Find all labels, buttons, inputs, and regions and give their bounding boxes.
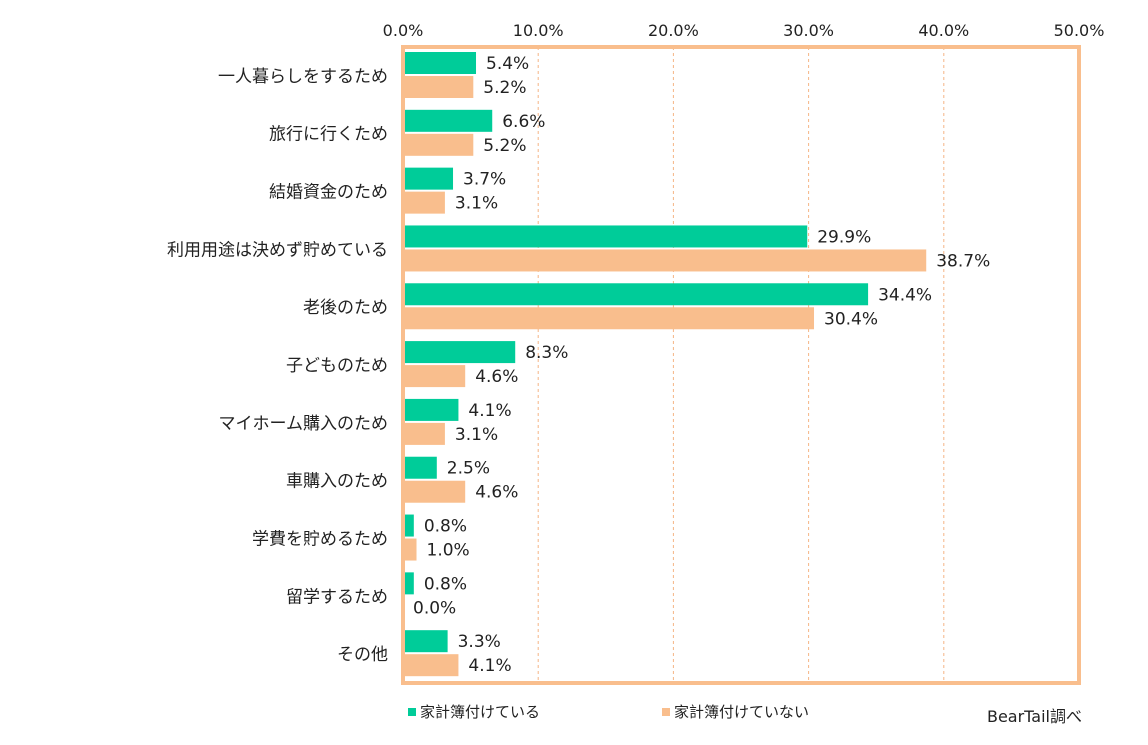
data-label: 38.7% bbox=[936, 251, 990, 271]
data-label: 5.2% bbox=[483, 136, 526, 156]
bar-with-budget bbox=[403, 398, 459, 421]
category-label: 老後のため bbox=[303, 298, 388, 318]
data-label: 30.4% bbox=[824, 309, 878, 329]
x-tick-label: 30.0% bbox=[783, 21, 834, 40]
x-tick-label: 50.0% bbox=[1054, 21, 1105, 40]
legend-label: 家計簿付けている bbox=[420, 703, 540, 721]
bar-with-budget bbox=[403, 341, 516, 364]
bar-with-budget bbox=[403, 109, 493, 132]
bar-with-budget bbox=[403, 514, 414, 537]
category-label: 結婚資金のため bbox=[269, 183, 388, 203]
bar-with-budget bbox=[403, 572, 414, 595]
source-credit: BearTail調べ bbox=[986, 707, 1082, 726]
data-label: 4.6% bbox=[475, 367, 518, 387]
bar-with-budget bbox=[403, 630, 448, 653]
data-label: 0.8% bbox=[424, 517, 467, 537]
x-tick-label: 10.0% bbox=[513, 21, 564, 40]
bar-without-budget bbox=[403, 133, 474, 156]
bar-with-budget bbox=[403, 52, 477, 74]
data-label: 3.7% bbox=[463, 170, 506, 190]
category-label: 子どものため bbox=[286, 356, 388, 376]
category-label: 一人暮らしをするため bbox=[218, 67, 388, 87]
bar-without-budget bbox=[403, 654, 459, 677]
bar-with-budget bbox=[403, 225, 808, 248]
data-label: 0.8% bbox=[424, 574, 467, 594]
category-label: 車購入のため bbox=[286, 472, 388, 492]
data-label: 8.3% bbox=[525, 343, 568, 363]
category-label: マイホーム購入のため bbox=[219, 414, 389, 434]
plot-frame bbox=[401, 45, 1081, 685]
data-label: 5.2% bbox=[483, 78, 526, 98]
category-label: 利用用途は決めず貯めている bbox=[167, 240, 388, 260]
bar-without-budget bbox=[403, 422, 445, 445]
bar-without-budget bbox=[403, 365, 466, 388]
bar-without-budget bbox=[403, 191, 445, 214]
bar-without-budget bbox=[403, 76, 474, 98]
x-tick-label: 20.0% bbox=[648, 21, 699, 40]
data-label: 29.9% bbox=[817, 227, 871, 247]
bar-without-budget bbox=[403, 480, 466, 503]
data-label: 0.0% bbox=[413, 598, 456, 618]
data-label: 4.1% bbox=[468, 401, 511, 421]
bar-without-budget bbox=[403, 307, 815, 330]
category-label: 学費を貯めるため bbox=[252, 529, 388, 549]
data-label: 4.1% bbox=[468, 656, 511, 676]
data-label: 6.6% bbox=[502, 112, 545, 132]
data-label: 34.4% bbox=[878, 285, 932, 305]
data-label: 2.5% bbox=[447, 459, 490, 479]
data-label: 3.3% bbox=[458, 632, 501, 652]
legend-swatch bbox=[662, 708, 670, 716]
x-tick-label: 0.0% bbox=[383, 21, 424, 40]
category-label: 留学するため bbox=[286, 587, 388, 607]
data-label: 5.4% bbox=[486, 54, 529, 74]
data-label: 1.0% bbox=[427, 541, 470, 561]
legend-label: 家計簿付けていない bbox=[674, 703, 809, 721]
bar-without-budget bbox=[403, 249, 927, 272]
x-tick-label: 40.0% bbox=[918, 21, 969, 40]
data-label: 3.1% bbox=[455, 425, 498, 445]
category-label: 旅行に行くため bbox=[269, 125, 388, 145]
bar-with-budget bbox=[403, 456, 437, 479]
legend-swatch bbox=[408, 708, 416, 716]
bar-with-budget bbox=[403, 283, 869, 306]
data-label: 3.1% bbox=[455, 194, 498, 214]
bar-without-budget bbox=[403, 538, 417, 561]
data-label: 4.6% bbox=[475, 483, 518, 503]
category-label: その他 bbox=[337, 645, 388, 665]
bar-with-budget bbox=[403, 167, 454, 190]
